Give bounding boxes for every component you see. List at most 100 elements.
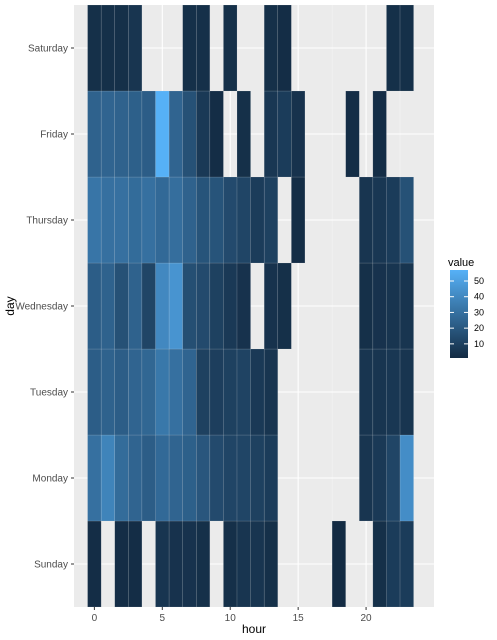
heatmap-tile [263, 262, 279, 350]
heatmap-tile [168, 176, 183, 264]
heatmap-tile [87, 90, 102, 178]
heatmap-tile [196, 348, 211, 436]
legend-ticks: 10 20 30 40 50 [450, 276, 484, 349]
heatmap-tile [277, 262, 292, 350]
heatmap-tile [399, 434, 414, 522]
heatmap-tile [372, 348, 387, 436]
heatmap-tile [114, 4, 129, 92]
heatmap-tile [250, 348, 265, 436]
heatmap-tile [168, 90, 183, 178]
heatmap-tile [209, 348, 224, 436]
heatmap-tile [141, 434, 156, 522]
x-tick-label: 10 [225, 613, 237, 624]
heatmap-tile [196, 520, 211, 608]
legend-tick-label: 50 [474, 276, 484, 286]
legend: value 10 20 30 40 50 [448, 257, 484, 358]
legend-colorbar [450, 270, 468, 358]
heatmap-tile [359, 262, 374, 350]
heatmap-tile [168, 434, 183, 522]
heatmap-tile [182, 434, 197, 522]
legend-tick-label: 40 [474, 292, 484, 302]
legend-title: value [448, 257, 474, 269]
heatmap-tile [141, 90, 156, 178]
heatmap-tile [100, 90, 116, 178]
heatmap-tile [114, 348, 129, 436]
heatmap-tile [196, 90, 211, 178]
heatmap-tile [223, 434, 238, 522]
heatmap-tile [155, 434, 170, 522]
heatmap-tile [250, 176, 265, 264]
heatmap-tile [209, 434, 224, 522]
heatmap-tile [291, 90, 306, 178]
heatmap-tile [114, 262, 129, 350]
heatmap-tile [372, 262, 387, 350]
heatmap-tile [209, 176, 224, 264]
heatmap-tile [155, 520, 170, 608]
y-tick-label: Tuesday [30, 388, 68, 399]
heatmap-tile [87, 348, 102, 436]
heatmap-tile [223, 348, 238, 436]
heatmap-tile [100, 4, 116, 92]
heatmap-tile [196, 262, 211, 350]
heatmap-tile [345, 90, 360, 178]
heatmap-tile [128, 348, 143, 436]
heatmap-tile [155, 90, 170, 178]
heatmap-tile [223, 4, 238, 92]
heatmap-tile [236, 348, 251, 436]
heatmap-tile [100, 176, 116, 264]
heatmap-tile [359, 348, 374, 436]
heatmap-tile [182, 90, 197, 178]
legend-tick-label: 30 [474, 307, 484, 317]
heatmap-tile [114, 90, 129, 178]
heatmap-tile [372, 520, 387, 608]
heatmap-tile [399, 520, 414, 608]
heatmap-tile [359, 176, 374, 264]
heatmap-tile [209, 262, 224, 350]
heatmap-tile [372, 176, 387, 264]
heatmap-tile [386, 520, 401, 608]
heatmap-tile [263, 348, 279, 436]
y-tick-label: Saturday [28, 44, 68, 55]
heatmap-tile [100, 262, 116, 350]
heatmap-tile [263, 434, 279, 522]
x-tick-label: 15 [293, 613, 305, 624]
heatmap-tile [250, 520, 265, 608]
heatmap-tile [87, 176, 102, 264]
y-axis-title: day [3, 296, 17, 315]
heatmap-tile [87, 4, 102, 92]
heatmap-tile [236, 90, 251, 178]
heatmap-tile [263, 4, 279, 92]
heatmap-tile [100, 348, 116, 436]
y-axis: Sunday Monday Tuesday Wednesday Thursday Frid… [15, 44, 74, 571]
y-tick-label: Sunday [34, 560, 68, 571]
heatmap-tile [87, 434, 102, 522]
heatmap-tile [182, 348, 197, 436]
heatmap-tile [128, 520, 143, 608]
heatmap-tile [168, 262, 183, 350]
heatmap-tile [263, 520, 279, 608]
legend-tick-label: 20 [474, 323, 484, 333]
heatmap-tile [331, 520, 346, 608]
heatmap-tile [236, 176, 251, 264]
heatmap-tile [128, 4, 143, 92]
heatmap-tile [182, 262, 197, 350]
heatmap-tile [263, 90, 279, 178]
y-tick-label: Wednesday [15, 302, 68, 313]
heatmap-tile [128, 434, 143, 522]
heatmap-tile [277, 4, 292, 92]
heatmap-tile [372, 90, 387, 178]
heatmap-tile [399, 262, 414, 350]
heatmap-tile [87, 262, 102, 350]
x-tick-label: 20 [361, 613, 373, 624]
heatmap-tile [168, 348, 183, 436]
heatmap-tile [196, 434, 211, 522]
y-tick-label: Monday [32, 474, 68, 485]
heatmap-tile [155, 348, 170, 436]
heatmap-tile [359, 434, 374, 522]
heatmap-tile [155, 262, 170, 350]
heatmap-tile [128, 90, 143, 178]
heatmap-tile [114, 176, 129, 264]
heatmap-tile [386, 4, 401, 92]
x-tick-label: 5 [160, 613, 166, 624]
